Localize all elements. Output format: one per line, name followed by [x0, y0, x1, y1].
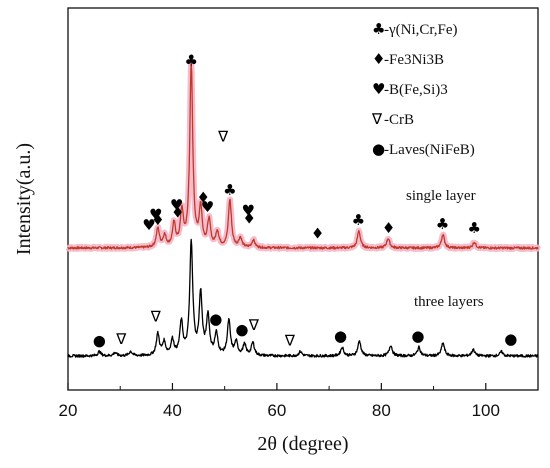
club-icon: ♣: [352, 211, 365, 229]
dot-icon: ●: [372, 140, 385, 158]
diamond-icon: ♦: [242, 209, 255, 227]
x-axis: 20 40 60 80 100: [59, 383, 539, 420]
dot-icon: ●: [93, 331, 106, 349]
dot-icon: ●: [209, 310, 222, 328]
series-label-three-layers: three layers: [414, 294, 484, 310]
diamond-icon: ♦: [311, 225, 324, 243]
diamond-icon: ♦: [197, 188, 210, 206]
x-tick-label: 80: [372, 401, 391, 420]
nabla-icon: ∇: [284, 331, 296, 349]
club-icon: ♣: [372, 20, 385, 38]
x-tick-label: 20: [59, 401, 78, 420]
three-layers-line: [67, 238, 539, 358]
dot-icon: ●: [235, 321, 248, 339]
club-icon: ♣: [468, 219, 481, 237]
phase-markers: ♥♥♦♥♦♣♦♥♣∇♥♦♦♣ ♦ ♣ ♣● ∇∇ ●● ∇∇ ● ● ●: [93, 52, 518, 350]
club-icon: ♣: [185, 52, 198, 70]
legend-label: -γ(Ni,Cr,Fe): [384, 22, 458, 38]
series-group: [65, 60, 541, 358]
dot-icon: ●: [504, 330, 517, 348]
x-axis-title: 2θ (degree): [257, 433, 348, 455]
heart-icon: ♥: [372, 80, 385, 98]
club-icon: ♣: [223, 181, 236, 199]
nabla-icon: ∇: [150, 308, 162, 326]
legend: ♣-γ(Ni,Cr,Fe) ♦-Fe3Ni3B ♥-B(Fe,Si)3∇ -CrB ●-…: [371, 20, 475, 158]
x-tick-label: 60: [267, 401, 286, 420]
x-tick-label: 40: [163, 401, 182, 420]
diamond-icon: ♦: [372, 50, 385, 68]
plot-frame: [67, 7, 539, 391]
legend-label: -Fe3Ni3B: [384, 52, 444, 68]
y-axis-title: Intensity(a.u.): [13, 143, 35, 255]
nabla-icon: ∇: [217, 128, 229, 146]
x-tick-label: 100: [472, 401, 500, 420]
legend-label: -B(Fe,Si)3: [384, 82, 448, 98]
series-label-single-layer: single layer: [406, 188, 476, 204]
diamond-icon: ♦: [171, 204, 184, 222]
diamond-icon: ♦: [382, 219, 395, 237]
dot-icon: ●: [334, 327, 347, 345]
nabla-icon: ∇: [248, 316, 260, 334]
legend-label: -CrB: [384, 112, 414, 128]
heart-icon: ♥: [170, 196, 183, 214]
heart-icon: ♥: [241, 202, 254, 220]
club-icon: ♣: [436, 215, 449, 233]
nabla-icon: ∇: [371, 110, 383, 128]
heart-icon: ♥: [149, 206, 162, 224]
nabla-icon: ∇: [115, 330, 127, 348]
dot-icon: ●: [411, 327, 424, 345]
single-layer-line: [67, 62, 539, 250]
heart-icon: ♥: [201, 198, 214, 216]
legend-label: -Laves(NiFeB): [384, 142, 475, 158]
diamond-icon: ♦: [151, 211, 164, 229]
series-labels: single layer three layers: [406, 188, 484, 310]
heart-icon: ♥: [142, 216, 155, 234]
